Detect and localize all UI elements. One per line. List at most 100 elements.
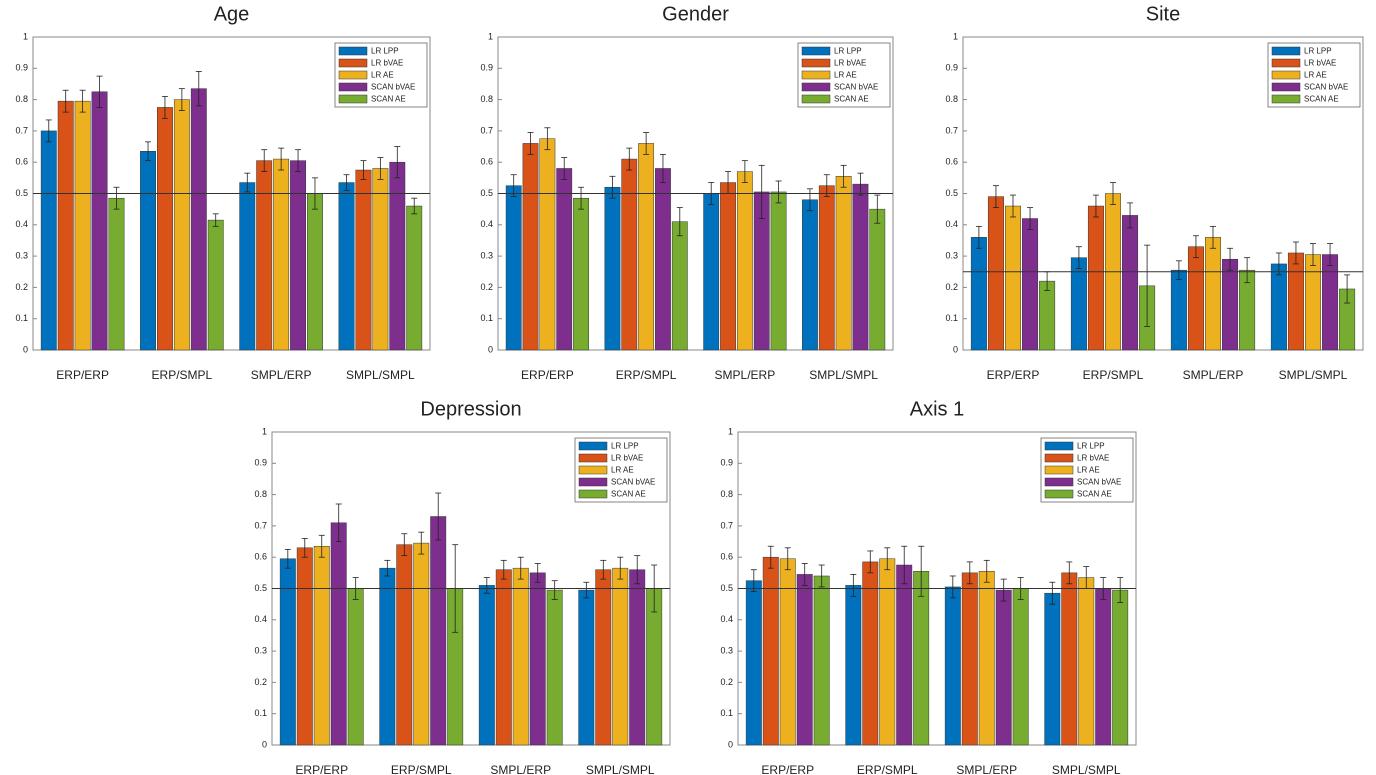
y-tick-label: 1 [262, 426, 267, 436]
bar [995, 589, 1012, 746]
bar [913, 571, 930, 746]
error-bar [1344, 274, 1351, 304]
error-bar [600, 559, 607, 580]
error-bar [784, 547, 791, 571]
legend-swatch [1044, 465, 1074, 475]
legend-label: LR LPP [1304, 47, 1332, 56]
y-tick-label: 0.8 [480, 94, 493, 104]
legend-swatch [338, 58, 368, 68]
chart-title: Age [214, 3, 250, 25]
bar [379, 567, 396, 746]
error-bar [758, 164, 765, 219]
error-bar [1275, 252, 1282, 276]
legend-label: SCAN AE [1077, 490, 1112, 499]
error-bar [411, 197, 418, 215]
legend-label: SCAN AE [371, 95, 406, 104]
bar [818, 185, 835, 351]
legend-swatch [338, 70, 368, 80]
error-bar [1310, 243, 1316, 266]
y-tick-label: 0 [23, 344, 28, 354]
y-tick-label: 0.1 [15, 313, 28, 323]
error-bar [840, 164, 847, 188]
error-bar [113, 186, 120, 210]
y-tick-label: 1 [488, 31, 493, 41]
error-bar [394, 146, 401, 179]
error-bar [806, 188, 813, 212]
bar [140, 150, 156, 351]
y-tick-label: 0.7 [480, 125, 493, 135]
bar [595, 569, 612, 746]
bar [1095, 588, 1112, 746]
y-tick-label: 0.3 [254, 645, 267, 655]
legend-label: SCAN bVAE [611, 478, 655, 487]
y-tick-label: 0 [953, 344, 958, 354]
bar [770, 191, 787, 351]
x-tick-label: ERP/ERP [56, 368, 109, 382]
y-tick-label: 0.3 [480, 250, 493, 260]
y-tick-label: 0.8 [254, 489, 267, 499]
bar [1078, 577, 1095, 746]
y-tick-label: 0.9 [254, 458, 267, 468]
y-tick-label: 0.9 [945, 63, 958, 73]
legend-swatch [1271, 94, 1301, 104]
error-bar [195, 71, 202, 107]
legend-swatch [1044, 489, 1074, 499]
y-tick-label: 0.7 [945, 125, 958, 135]
bar [347, 588, 364, 746]
error-bar [534, 563, 541, 583]
legend-swatch [801, 70, 831, 80]
error-bar [62, 89, 69, 113]
legend-label: LR LPP [371, 47, 399, 56]
bar [413, 542, 430, 746]
bar [638, 143, 655, 351]
x-tick-label: ERP/SMPL [616, 368, 677, 382]
error-bar [401, 533, 408, 557]
bar [1044, 592, 1061, 746]
legend-swatch [1044, 477, 1074, 487]
bar [745, 580, 762, 746]
chart-title: Gender [662, 3, 729, 25]
x-tick-label: ERP/SMPL [391, 763, 452, 775]
y-tick-label: 0.1 [720, 708, 733, 718]
legend-label: LR bVAE [371, 59, 403, 68]
y-tick-label: 0.7 [720, 520, 733, 530]
error-bar [377, 157, 384, 180]
bar [372, 168, 389, 351]
error-bar [261, 149, 268, 172]
x-tick-label: ERP/SMPL [1083, 368, 1144, 382]
y-tick-label: 0.1 [945, 313, 958, 323]
bar [290, 160, 306, 351]
error-bar [867, 550, 874, 574]
error-bar [1000, 578, 1007, 602]
bar [612, 567, 629, 746]
y-tick-label: 0.6 [945, 157, 958, 167]
y-tick-label: 0.5 [15, 188, 28, 198]
legend-label: LR bVAE [611, 454, 643, 463]
bar [835, 176, 852, 351]
error-bar [435, 492, 442, 541]
bar [239, 182, 256, 351]
bar [1187, 246, 1204, 351]
y-tick-label: 0.7 [254, 520, 267, 530]
bar [1170, 269, 1187, 351]
error-bar [384, 559, 391, 577]
bar [505, 185, 522, 351]
error-bar [1127, 202, 1134, 229]
error-bar [901, 545, 908, 585]
bar [495, 569, 512, 746]
y-tick-label: 0.7 [15, 125, 28, 135]
y-tick-label: 0.2 [945, 282, 958, 292]
error-bar [874, 194, 881, 224]
x-tick-label: SMPL/ERP [1183, 368, 1244, 382]
y-tick-label: 0.3 [720, 645, 733, 655]
bar [338, 182, 355, 351]
legend-swatch [1271, 58, 1301, 68]
error-bar [626, 147, 633, 171]
error-bar [850, 574, 857, 597]
bar [74, 100, 91, 351]
bar [604, 186, 621, 351]
error-bar [659, 153, 666, 183]
bar [978, 571, 995, 746]
y-tick-label: 0.8 [945, 94, 958, 104]
legend-swatch [1044, 441, 1074, 451]
